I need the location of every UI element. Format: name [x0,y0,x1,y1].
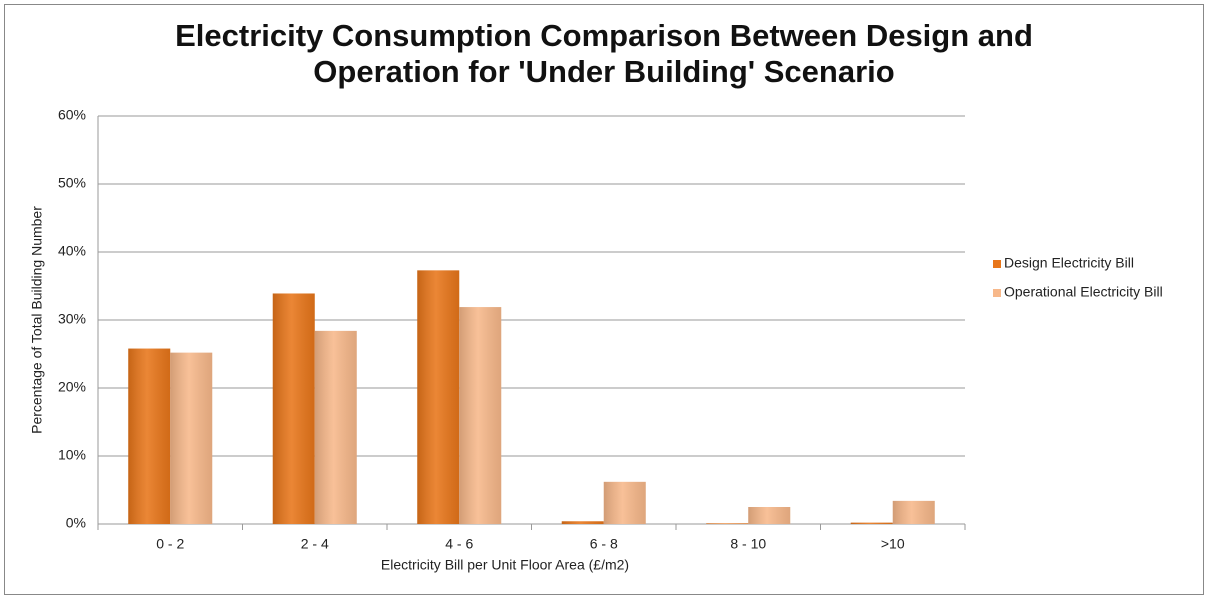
y-tick-label: 10% [58,447,86,463]
legend-swatch [993,260,1001,268]
bar-shade [850,522,893,524]
chart-title: Electricity Consumption Comparison Betwe… [175,18,1033,89]
bar-shade [417,270,460,524]
bar-shade [706,523,749,524]
bar-shade [561,521,604,524]
y-axis-label: Percentage of Total Building Number [29,206,45,434]
legend-swatch [993,289,1001,297]
y-tick-label: 40% [58,243,86,259]
legend-label: Operational Electricity Bill [1004,284,1163,300]
x-tick-label: >10 [881,536,905,552]
y-tick-label: 20% [58,379,86,395]
y-tick-label: 0% [66,515,86,531]
x-tick-label: 8 - 10 [730,536,766,552]
bar-shade [272,293,315,524]
x-tick-label: 4 - 6 [445,536,473,552]
bar-shade [170,352,213,524]
legend-label: Design Electricity Bill [1004,255,1134,271]
bar-shade [603,481,646,524]
y-tick-label: 50% [58,175,86,191]
chart-frame [4,4,1204,595]
bar-shade [128,348,171,524]
y-tick-label: 60% [58,107,86,123]
y-tick-label: 30% [58,311,86,327]
x-tick-label: 2 - 4 [301,536,329,552]
bar-shade [748,507,791,524]
x-tick-label: 6 - 8 [590,536,618,552]
bar-shade [892,500,935,524]
bar-shade [314,330,357,524]
x-axis-label: Electricity Bill per Unit Floor Area (£/… [381,557,629,573]
bar-shade [459,307,502,524]
x-tick-label: 0 - 2 [156,536,184,552]
